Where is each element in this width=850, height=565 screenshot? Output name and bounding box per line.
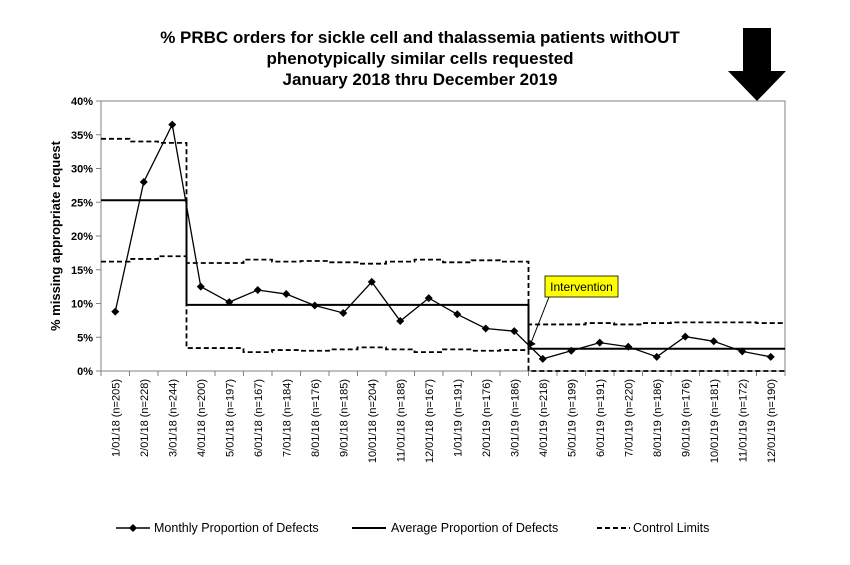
monthly-data-point [538,354,547,363]
x-tick-label: 2/01/19 (n=176) [481,379,493,457]
monthly-data-point [310,301,319,310]
x-tick-label: 9/01/19 (n=176) [680,379,692,457]
series-layer [101,120,785,372]
monthly-data-point [253,286,262,294]
y-tick-label: 5% [77,332,93,344]
x-tick-label: 1/01/19 (n=191) [452,379,464,457]
y-tick-label: 15% [71,265,93,277]
x-tick-label: 4/01/19 (n=218) [538,379,550,457]
intervention-pointer-line [529,296,550,347]
y-tick-label: 30% [71,164,93,176]
intervention-arrowhead-icon [527,340,536,349]
y-tick-label: 40% [71,96,93,108]
monthly-data-point [139,178,148,186]
x-tick-label: 11/01/18 (n=188) [395,379,407,462]
monthly-data-point [595,338,604,347]
x-tick-label: 8/01/19 (n=186) [652,379,664,457]
monthly-proportion-line [114,122,771,360]
x-tick-label: 9/01/18 (n=185) [338,379,350,457]
plot-area [100,100,786,372]
monthly-data-point [766,352,775,361]
x-tick-label: 5/01/19 (n=199) [566,379,578,457]
legend-item-average: Average Proportion of Defects [352,521,558,535]
y-axis-label: % missing appropriate request [48,140,63,331]
y-tick-label: 20% [71,231,93,243]
legend-label-control: Control Limits [633,521,709,535]
y-axis: 0% 5% 10% 15% 20% 25% 30% 35% 40% [71,96,101,378]
legend-item-monthly: Monthly Proportion of Defects [116,521,319,535]
x-tick-label: 12/01/19 (n=190) [766,379,778,463]
legend-label-average: Average Proportion of Defects [391,521,558,535]
x-tick-label: 4/01/18 (n=200) [196,379,208,457]
monthly-data-point [567,346,576,355]
monthly-data-point [738,347,747,356]
legend: Monthly Proportion of Defects Average Pr… [116,521,709,535]
monthly-data-point [624,342,633,351]
monthly-data-point [225,298,234,307]
average-proportion-line [101,199,785,350]
monthly-data-point [168,120,177,129]
intervention-label-box [544,275,619,298]
monthly-data-point [339,308,348,317]
x-tick-label: 2/01/18 (n=228) [139,379,151,457]
monthly-data-point [681,332,690,341]
monthly-data-point [111,307,120,316]
down-arrow-icon [728,28,786,101]
legend-label-monthly: Monthly Proportion of Defects [154,521,319,535]
monthly-data-point [282,290,291,299]
x-tick-label: 3/01/19 (n=186) [509,379,521,457]
monthly-data-point [481,324,490,333]
y-tick-label: 25% [71,197,93,209]
monthly-data-point [367,277,376,286]
chart-title: % PRBC orders for sickle cell and thalas… [160,28,680,89]
lower-control-limit-line [101,255,785,372]
x-tick-label: 12/01/18 (n=167) [424,379,436,463]
legend-item-control: Control Limits [597,521,709,535]
annotation-layer: Intervention [527,28,786,349]
x-tick-label: 8/01/18 (n=176) [310,379,322,457]
x-tick-label: 7/01/19 (n=220) [623,379,635,457]
intervention-label: Intervention [550,280,613,294]
x-tick-label: 6/01/18 (n=167) [253,379,265,457]
y-tick-label: 10% [71,299,93,311]
x-tick-label: 10/01/19 (n=181) [709,379,721,463]
y-tick-label: 0% [77,366,93,378]
upper-control-limit-line [101,137,785,326]
x-tick-label: 6/01/19 (n=191) [595,379,607,457]
chart-title-line-3: January 2018 thru December 2019 [283,70,558,89]
chart-title-line-2: phenotypically similar cells requested [266,49,573,68]
y-tick-label: 35% [71,130,93,142]
monthly-data-point [196,282,205,291]
x-tick-label: 1/01/18 (n=205) [110,379,122,457]
legend-marker-diamond-icon [129,524,137,532]
x-axis: 1/01/18 (n=205) 2/01/18 (n=228) 3/01/18 (n… [100,371,786,463]
x-tick-label: 5/01/18 (n=197) [224,379,236,457]
monthly-data-point [453,310,462,319]
x-tick-label: 3/01/18 (n=244) [167,379,179,457]
x-tick-label: 10/01/18 (n=204) [367,379,379,463]
monthly-data-point [510,327,519,336]
monthly-data-point [424,294,433,303]
x-tick-label: 7/01/18 (n=184) [281,379,293,457]
monthly-data-point [709,337,718,346]
chart-title-line-1: % PRBC orders for sickle cell and thalas… [160,28,680,47]
x-tick-label: 11/01/19 (n=172) [737,379,749,462]
monthly-data-point [652,352,661,361]
monthly-data-point [396,317,405,326]
